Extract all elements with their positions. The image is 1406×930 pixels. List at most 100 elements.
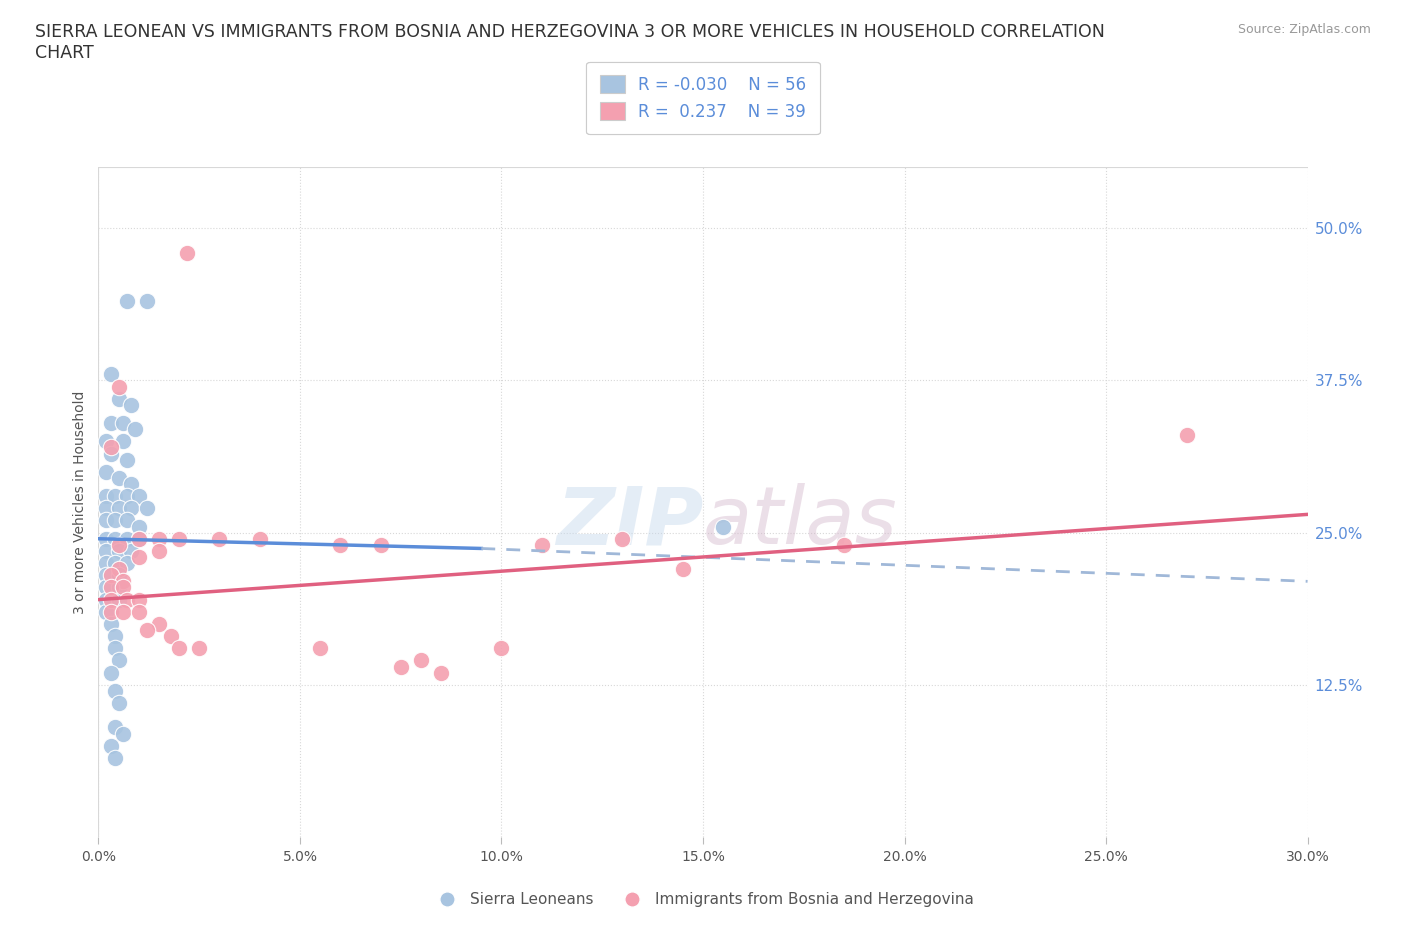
Legend: Sierra Leoneans, Immigrants from Bosnia and Herzegovina: Sierra Leoneans, Immigrants from Bosnia … — [426, 886, 980, 913]
Point — [160, 629, 183, 644]
Point — [100, 580, 122, 595]
Text: Source: ZipAtlas.com: Source: ZipAtlas.com — [1237, 23, 1371, 36]
Point — [491, 641, 513, 656]
Point — [120, 501, 142, 516]
Point — [128, 488, 150, 503]
Point — [309, 641, 332, 656]
Point — [100, 665, 122, 680]
Point — [1175, 428, 1198, 443]
Point — [103, 488, 125, 503]
Point — [135, 294, 157, 309]
Point — [148, 543, 170, 558]
Point — [107, 592, 129, 607]
Point — [124, 421, 146, 436]
Point — [100, 367, 122, 382]
Text: ZIP: ZIP — [555, 484, 703, 562]
Point — [128, 550, 150, 565]
Point — [96, 543, 118, 558]
Point — [111, 726, 134, 741]
Point — [167, 531, 190, 546]
Point — [612, 531, 634, 546]
Point — [115, 531, 138, 546]
Point — [96, 488, 118, 503]
Point — [96, 555, 118, 570]
Point — [389, 659, 412, 674]
Point — [249, 531, 271, 546]
Point — [111, 434, 134, 449]
Point — [832, 538, 855, 552]
Point — [107, 562, 129, 577]
Point — [100, 446, 122, 461]
Point — [96, 604, 118, 619]
Point — [96, 501, 118, 516]
Point — [100, 592, 122, 607]
Point — [711, 519, 734, 534]
Point — [96, 531, 118, 546]
Point — [96, 434, 118, 449]
Legend: R = -0.030    N = 56, R =  0.237    N = 39: R = -0.030 N = 56, R = 0.237 N = 39 — [586, 62, 820, 134]
Point — [128, 531, 150, 546]
Point — [128, 519, 150, 534]
Point — [111, 580, 134, 595]
Point — [100, 440, 122, 455]
Point — [107, 568, 129, 583]
Point — [148, 617, 170, 631]
Point — [100, 604, 122, 619]
Point — [208, 531, 231, 546]
Point — [135, 622, 157, 637]
Point — [107, 471, 129, 485]
Point — [96, 513, 118, 528]
Point — [329, 538, 352, 552]
Point — [530, 538, 553, 552]
Point — [120, 543, 142, 558]
Point — [96, 568, 118, 583]
Point — [115, 452, 138, 467]
Point — [111, 416, 134, 431]
Point — [96, 580, 118, 595]
Y-axis label: 3 or more Vehicles in Household: 3 or more Vehicles in Household — [73, 391, 87, 614]
Point — [128, 592, 150, 607]
Point — [96, 464, 118, 479]
Point — [107, 392, 129, 406]
Point — [115, 294, 138, 309]
Point — [107, 696, 129, 711]
Point — [103, 720, 125, 735]
Point — [120, 397, 142, 412]
Point — [103, 641, 125, 656]
Point — [135, 501, 157, 516]
Point — [103, 513, 125, 528]
Point — [111, 574, 134, 589]
Point — [103, 751, 125, 765]
Text: SIERRA LEONEAN VS IMMIGRANTS FROM BOSNIA AND HERZEGOVINA 3 OR MORE VEHICLES IN H: SIERRA LEONEAN VS IMMIGRANTS FROM BOSNIA… — [35, 23, 1105, 62]
Point — [115, 592, 138, 607]
Point — [96, 592, 118, 607]
Point — [103, 555, 125, 570]
Point — [100, 568, 122, 583]
Point — [430, 665, 453, 680]
Point — [103, 629, 125, 644]
Point — [100, 738, 122, 753]
Text: atlas: atlas — [703, 484, 898, 562]
Point — [148, 531, 170, 546]
Point — [107, 501, 129, 516]
Point — [120, 476, 142, 491]
Point — [115, 555, 138, 570]
Point — [103, 684, 125, 698]
Point — [128, 531, 150, 546]
Point — [115, 488, 138, 503]
Point — [100, 416, 122, 431]
Point — [128, 604, 150, 619]
Point — [107, 543, 129, 558]
Point — [188, 641, 211, 656]
Point — [176, 246, 198, 260]
Point — [409, 653, 432, 668]
Point — [672, 562, 695, 577]
Point — [107, 379, 129, 394]
Point — [370, 538, 392, 552]
Point — [103, 531, 125, 546]
Point — [167, 641, 190, 656]
Point — [107, 538, 129, 552]
Point — [107, 653, 129, 668]
Point — [115, 513, 138, 528]
Point — [111, 604, 134, 619]
